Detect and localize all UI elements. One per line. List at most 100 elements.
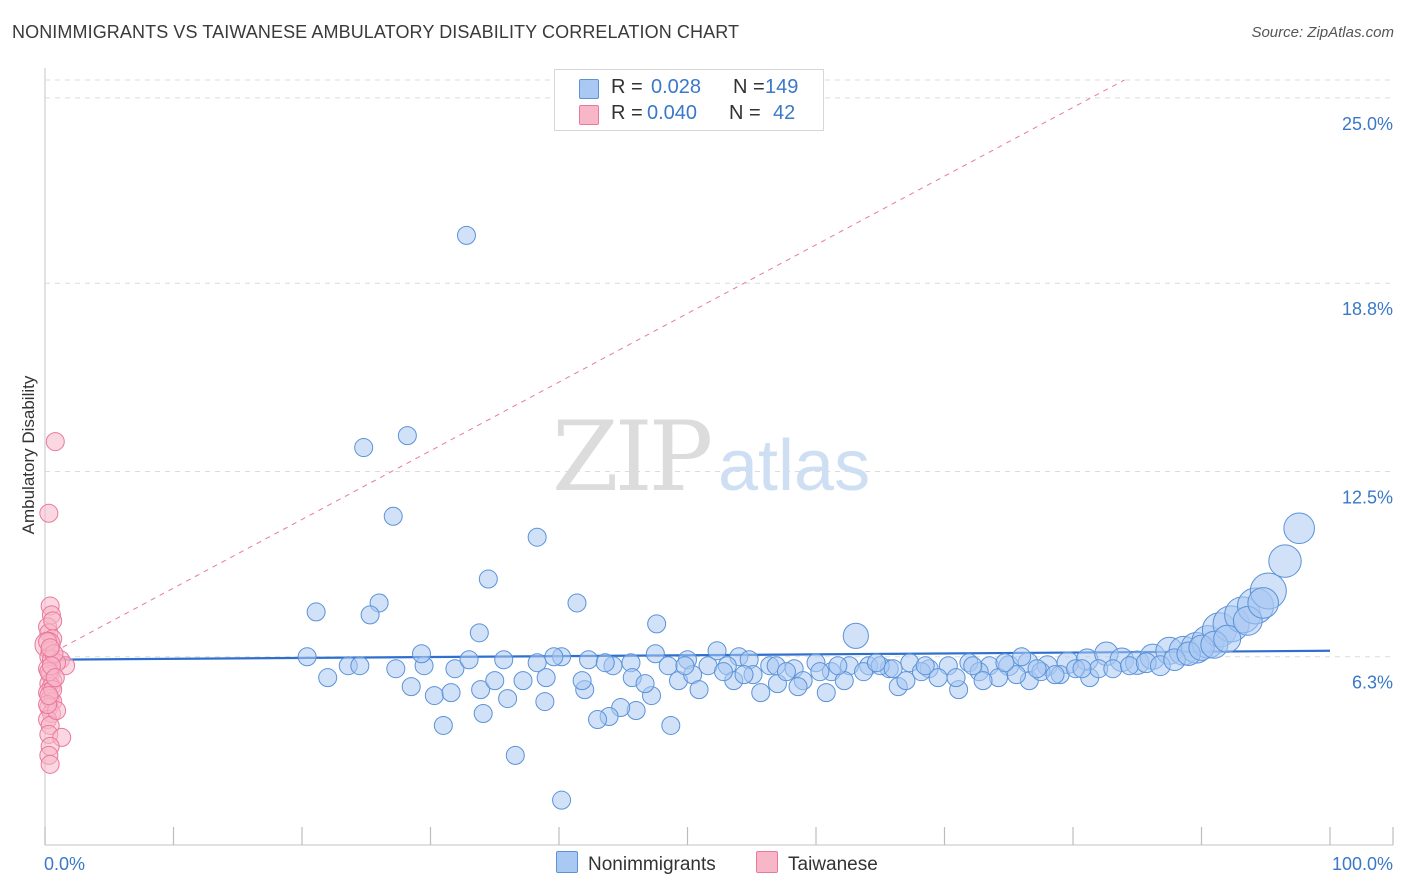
nonimmigrants-point [572, 671, 592, 691]
nonimmigrants-point [866, 653, 886, 673]
nonimmigrants-point [459, 650, 479, 670]
y-tick-label: 6.3% [1352, 673, 1393, 693]
nonimmigrants-point [494, 650, 514, 670]
nonimmigrants-point [1283, 512, 1315, 545]
nonimmigrants-point [445, 659, 465, 679]
nonimmigrants-point [552, 790, 572, 810]
nonimmigrants-point [626, 701, 646, 721]
nonimmigrants-point [469, 623, 489, 643]
nonimmigrants-point [485, 671, 505, 691]
nonimmigrants-point [713, 662, 733, 682]
nonimmigrants-point [896, 671, 916, 691]
nonimmigrants-point [1213, 624, 1242, 653]
nonimmigrants-point [544, 647, 564, 667]
watermark-zip: ZIP [552, 401, 711, 513]
x-tick-label-min: 0.0% [44, 854, 85, 874]
y-tick-label: 12.5% [1342, 487, 1393, 507]
legend-r-label: R = [611, 76, 643, 98]
taiwanese-point [39, 503, 59, 523]
nonimmigrants-point [350, 656, 370, 676]
legend-r-value: 0.040 [647, 102, 698, 124]
nonimmigrants-point [386, 659, 406, 679]
nonimmigrants-point [397, 426, 417, 446]
source-label: Source: ZipAtlas.com [1251, 24, 1394, 41]
nonimmigrants-point [816, 683, 836, 703]
legend-item-taiwanese: Taiwanese [756, 851, 878, 876]
watermark: ZIP atlas [552, 401, 870, 513]
nonimmigrants-point [661, 715, 681, 735]
nonimmigrants-point [1006, 665, 1026, 685]
legend-label-nonimmigrants: Nonimmigrants [588, 854, 716, 875]
nonimmigrants-point [946, 668, 966, 688]
nonimmigrants-point [513, 671, 533, 691]
nonimmigrants-point [1120, 656, 1140, 676]
nonimmigrants-point [588, 709, 608, 729]
legend-n-label: N = [733, 76, 765, 98]
nonimmigrants-point [915, 656, 935, 676]
watermark-atlas: atlas [718, 426, 870, 506]
trend-lines [44, 79, 1331, 661]
nonimmigrants-point [498, 689, 518, 709]
legend-n-value: 42 [773, 102, 796, 124]
nonimmigrants-point [412, 644, 432, 664]
nonimmigrants-point [527, 653, 547, 673]
nonimmigrants-point [505, 745, 525, 765]
legend-r-value: 0.028 [651, 76, 702, 98]
legend-swatch-taiwanese [756, 851, 778, 873]
nonimmigrants-point [883, 659, 903, 679]
nonimmigrants-point [473, 704, 493, 724]
nonimmigrants-point [579, 650, 599, 670]
nonimmigrants-point [658, 656, 678, 676]
y-tick-label: 18.8% [1342, 299, 1393, 319]
nonimmigrants-point [383, 506, 403, 526]
taiwanese-point [39, 686, 59, 706]
taiwanese-points [34, 432, 76, 774]
legend-label-taiwanese: Taiwanese [788, 854, 878, 875]
legend-swatch-nonimmigrants [579, 79, 599, 99]
trend-line-taiwanese [44, 79, 1125, 658]
grid-lines [45, 79, 1393, 658]
legend-item-nonimmigrants: Nonimmigrants [556, 851, 716, 876]
nonimmigrants-point [306, 602, 326, 622]
taiwanese-point [40, 638, 60, 658]
nonimmigrants-point [776, 662, 796, 682]
nonimmigrants-point [995, 653, 1015, 673]
nonimmigrants-point [360, 605, 380, 625]
legend-swatch-taiwanese [579, 105, 599, 125]
nonimmigrants-point [810, 662, 830, 682]
nonimmigrants-point [595, 653, 615, 673]
nonimmigrants-point [707, 641, 727, 661]
taiwanese-point [40, 754, 60, 774]
nonimmigrants-point [645, 644, 665, 664]
y-axis-title: Ambulatory Disability [19, 375, 38, 534]
nonimmigrants-point [973, 671, 993, 691]
nonimmigrants-point [963, 656, 983, 676]
nonimmigrants-point [635, 674, 655, 694]
legend-swatch-nonimmigrants [556, 851, 578, 873]
nonimmigrants-point [527, 527, 547, 547]
nonimmigrants-point [456, 225, 476, 245]
y-tick-label: 25.0% [1342, 114, 1393, 134]
nonimmigrants-point [401, 677, 421, 697]
correlation-legend: R = 0.028 N = 149 R = 0.040 N = 42 [554, 69, 824, 131]
nonimmigrants-point [441, 683, 461, 703]
taiwanese-point [45, 668, 65, 688]
taiwanese-point [45, 432, 65, 452]
legend-r-label: R = [611, 102, 643, 124]
nonimmigrants-point [689, 680, 709, 700]
legend-n-label: N = [729, 102, 761, 124]
nonimmigrants-point [647, 614, 667, 634]
nonimmigrants-point [1247, 587, 1279, 619]
nonimmigrants-points [297, 225, 1315, 810]
nonimmigrants-point [842, 622, 869, 649]
legend-n-value: 149 [765, 76, 799, 98]
nonimmigrants-point [478, 569, 498, 589]
chart-title: NONIMMIGRANTS VS TAIWANESE AMBULATORY DI… [12, 22, 740, 42]
nonimmigrants-point [675, 656, 695, 676]
nonimmigrants-point [788, 677, 808, 697]
nonimmigrants-point [828, 656, 848, 676]
nonimmigrants-point [734, 665, 754, 685]
nonimmigrants-point [751, 683, 771, 703]
nonimmigrants-point [424, 686, 444, 706]
